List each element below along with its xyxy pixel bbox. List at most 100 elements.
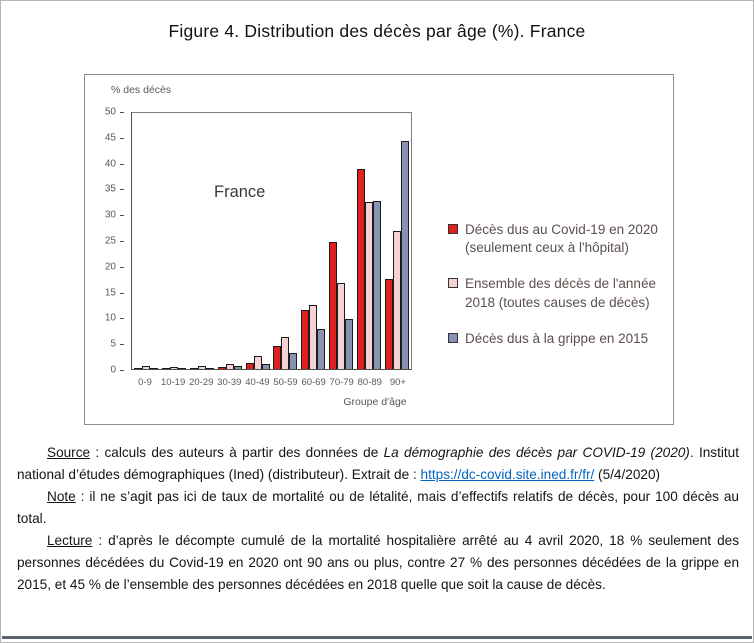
legend-item-covid-2020: Décès dus au Covid-19 en 2020 (seulement…: [448, 221, 666, 257]
x-tick-label-10-19: 10-19: [160, 377, 186, 388]
bar-deces-2018-50-59: [281, 336, 290, 369]
bar-group-90+: [383, 113, 411, 369]
y-tick-label-15: 15: [104, 287, 116, 299]
bar-grippe-2015-0-9: [149, 367, 158, 369]
bar-group-30-39: [216, 113, 244, 369]
bar-covid-2020-0-9: [133, 368, 142, 369]
y-tick-label-30: 30: [104, 209, 116, 221]
legend-swatch-covid-2020: [448, 224, 458, 234]
y-tick-mark: [120, 344, 124, 346]
y-tick-label-45: 45: [104, 132, 116, 144]
y-tick-mark: [120, 215, 124, 217]
y-tick-label-25: 25: [104, 235, 116, 247]
bar-deces-2018-90+: [393, 230, 402, 369]
bar-group-0-9: [132, 113, 160, 369]
bar-group-80-89: [355, 113, 383, 369]
y-tick-label-50: 50: [104, 106, 116, 118]
y-tick-mark: [120, 241, 124, 242]
bottom-divider: [2, 636, 752, 639]
x-tick-label-30-39: 30-39: [217, 377, 242, 388]
bar-grippe-2015-80-89: [373, 201, 382, 369]
bar-covid-2020-70-79: [329, 242, 338, 369]
y-axis-title: % des décès: [111, 84, 172, 96]
x-tick-label-20-29: 20-29: [189, 377, 214, 388]
bar-grippe-2015-40-49: [261, 364, 270, 369]
source-reference-italic: La démographie des décès par COVID-19 (2…: [383, 445, 690, 460]
bar-covid-2020-40-49: [245, 362, 254, 369]
y-tick-label-20: 20: [104, 261, 116, 273]
bar-grippe-2015-50-59: [289, 353, 298, 369]
chart-frame: % des décès 0 5 10 15 20 25 30 35 40 45 50 France …: [84, 74, 674, 425]
figure-title: Figure 4. Distribution des décès par âge…: [168, 21, 586, 41]
source-note: Source : calculs des auteurs à partir de…: [17, 445, 739, 482]
y-tick-label-5: 5: [110, 338, 116, 350]
legend-label-covid-2020: Décès dus au Covid-19 en 2020 (seulement…: [465, 222, 658, 256]
y-tick-label-0: 0: [110, 364, 116, 376]
plot-area: France: [131, 112, 412, 370]
bar-grippe-2015-30-39: [233, 366, 242, 369]
legend-label-deces-2018: Ensemble des décès de l'année 2018 (tout…: [465, 276, 656, 310]
bar-covid-2020-80-89: [357, 169, 366, 369]
y-tick-mark: [120, 189, 124, 191]
bar-deces-2018-20-29: [197, 366, 206, 369]
source-link[interactable]: https://dc-covid.site.ined.fr/fr/: [420, 467, 595, 482]
bar-deces-2018-70-79: [337, 282, 346, 369]
legend-item-grippe-2015: Décès dus à la grippe en 2015: [448, 330, 666, 348]
y-tick-mark: [120, 137, 124, 139]
y-tick-label-35: 35: [104, 183, 116, 195]
bar-group-40-49: [244, 113, 272, 369]
x-tick-label-0-9: 0-9: [138, 377, 152, 388]
bar-grippe-2015-10-19: [177, 367, 186, 369]
bar-deces-2018-60-69: [309, 305, 318, 369]
bar-covid-2020-60-69: [301, 310, 310, 369]
figure-notes: Source : calculs des auteurs à partir de…: [17, 442, 739, 596]
plot-country-label: France: [214, 183, 266, 201]
x-tick-label-60-69: 60-69: [301, 377, 326, 388]
bar-grippe-2015-90+: [401, 141, 410, 369]
x-tick-label-70-79: 70-79: [329, 377, 354, 388]
bar-deces-2018-40-49: [253, 356, 262, 369]
bar-deces-2018-30-39: [225, 363, 234, 369]
bar-group-60-69: [299, 113, 327, 369]
bar-deces-2018-80-89: [365, 201, 374, 369]
y-tick-label-40: 40: [104, 158, 116, 170]
y-tick-mark: [120, 112, 124, 113]
legend-swatch-deces-2018: [448, 278, 458, 289]
bar-deces-2018-10-19: [169, 367, 178, 369]
x-tick-label-80-89: 80-89: [357, 377, 382, 388]
bar-covid-2020-90+: [385, 279, 394, 369]
bars-container: [132, 113, 411, 369]
bar-group-20-29: [188, 113, 216, 369]
y-axis-ticks: 0 5 10 15 20 25 30 35 40 45 50: [85, 107, 126, 376]
bar-grippe-2015-60-69: [317, 329, 326, 369]
lecture-label: Lecture: [47, 533, 93, 548]
chart-legend: Décès dus au Covid-19 en 2020 (seulement…: [448, 221, 666, 366]
note-note: Note : il ne s’agit pas ici de taux de m…: [17, 489, 739, 526]
y-tick-mark: [120, 370, 124, 371]
x-tick-label-90+: 90+: [389, 377, 406, 388]
legend-item-deces-2018: Ensemble des décès de l'année 2018 (tout…: [448, 275, 666, 311]
x-tick-label-50-59: 50-59: [273, 377, 298, 388]
x-tick-label-40-49: 40-49: [245, 377, 270, 388]
y-tick-mark: [120, 163, 124, 165]
bar-group-70-79: [327, 113, 355, 369]
x-axis-title: Groupe d'âge: [343, 396, 407, 408]
x-axis-ticks: 0-9 10-19 20-29 30-39 40-49 50-59 60-69 70-79 80…: [131, 377, 412, 388]
source-label: Source: [47, 445, 91, 460]
bar-covid-2020-50-59: [273, 345, 282, 369]
bar-grippe-2015-20-29: [205, 367, 214, 369]
y-tick-label-10: 10: [104, 312, 116, 324]
bar-group-10-19: [160, 113, 188, 369]
legend-label-grippe-2015: Décès dus à la grippe en 2015: [465, 330, 649, 346]
bar-deces-2018-0-9: [141, 366, 150, 369]
note-label: Note: [47, 489, 76, 504]
y-tick-mark: [120, 292, 124, 294]
lecture-note: Lecture : d’après le décompte cumulé de …: [17, 533, 739, 592]
y-tick-mark: [120, 266, 124, 268]
bar-grippe-2015-70-79: [345, 319, 354, 369]
bar-covid-2020-10-19: [161, 368, 170, 369]
bar-covid-2020-20-29: [189, 367, 198, 369]
y-tick-mark: [120, 318, 124, 320]
legend-swatch-grippe-2015: [448, 332, 458, 343]
